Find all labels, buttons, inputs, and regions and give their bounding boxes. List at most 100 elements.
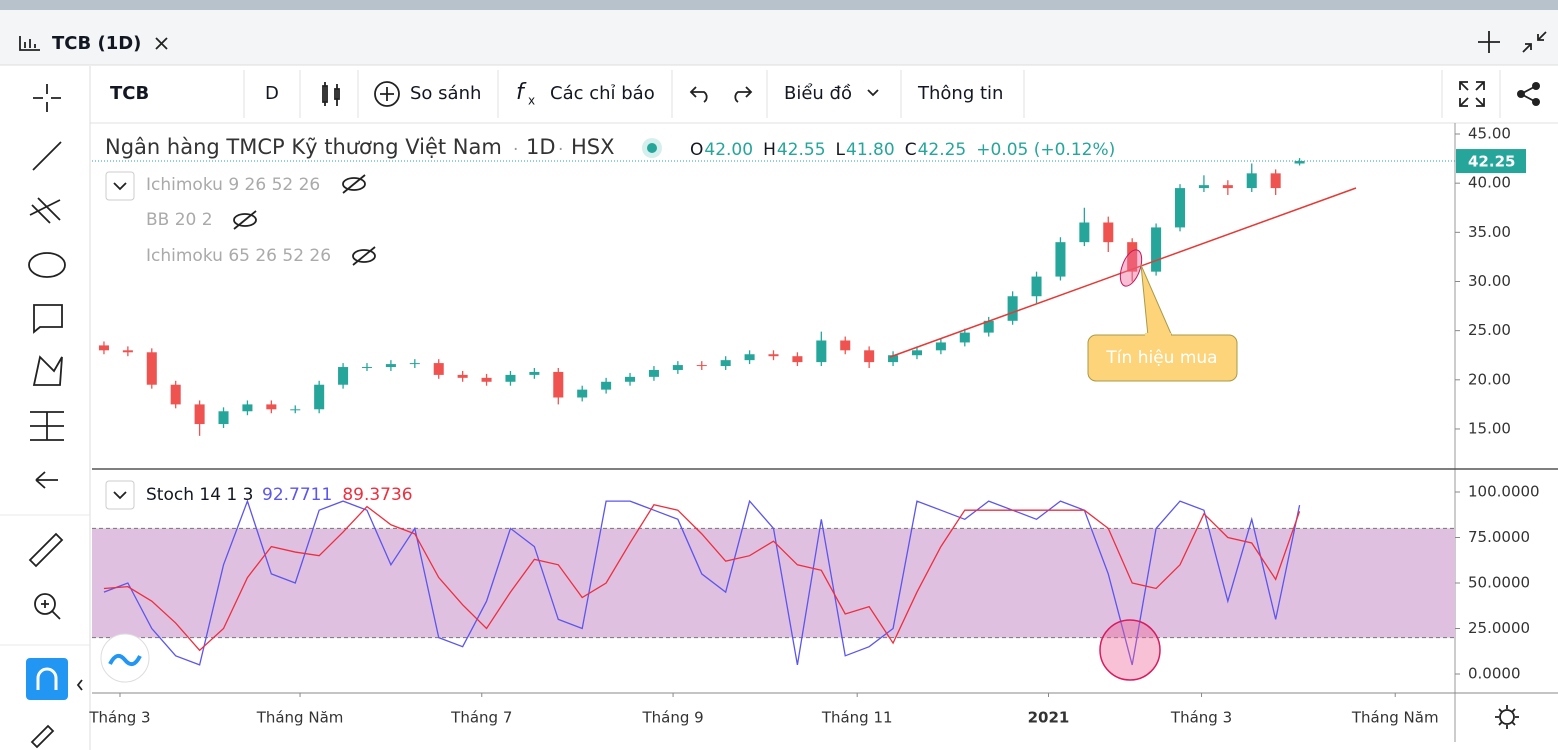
candle-body	[744, 354, 755, 361]
x-tick-label: Tháng 3	[1170, 709, 1232, 727]
collapse-button[interactable]	[1522, 31, 1547, 53]
last-price-box	[1456, 149, 1526, 174]
symbol-button[interactable]: TCB	[110, 83, 149, 104]
candle-body	[1079, 222, 1090, 243]
chart-button[interactable]: Biểu đồ	[784, 83, 852, 104]
dropdown-icon	[867, 89, 879, 97]
stoch-line	[103, 504, 1301, 652]
interval-button[interactable]: D	[265, 83, 279, 104]
stoch-line	[103, 499, 1301, 666]
fullscreen-button[interactable]	[1459, 81, 1485, 107]
stoch-title: Stoch 14 1 3	[146, 485, 253, 505]
band	[92, 528, 1455, 638]
sidebar-toggle[interactable]	[76, 679, 83, 691]
y-tick-label: 50.0000	[1468, 574, 1530, 592]
indicator-label: Ichimoku 9 26 52 26	[146, 175, 320, 195]
candle-body	[601, 381, 612, 390]
fib-tool[interactable]	[29, 197, 61, 224]
candle-body	[1246, 173, 1257, 189]
candle-body	[768, 354, 779, 357]
highlight[interactable]	[1116, 247, 1146, 289]
settings-icon	[1495, 705, 1519, 729]
chevron	[113, 491, 127, 500]
y-tick-label: 25.00	[1468, 321, 1511, 339]
x-tick-label: Tháng Năm	[1351, 709, 1439, 727]
ohlc-key: L	[836, 140, 846, 160]
candle-body	[242, 404, 253, 412]
x-tick-label: Tháng 9	[641, 709, 703, 727]
collapse-legend[interactable]	[105, 171, 135, 201]
pattern-tool[interactable]	[32, 355, 63, 386]
candle-body	[553, 371, 564, 398]
callout-joint	[1145, 333, 1171, 337]
line-tool[interactable]	[32, 141, 62, 171]
add-button[interactable]	[1478, 31, 1500, 53]
y-tick-label: 45.00	[1468, 125, 1511, 143]
close-button[interactable]	[155, 37, 168, 50]
ohlc-value: 42.55	[777, 140, 826, 160]
candle-body	[1007, 296, 1018, 321]
indicators-button[interactable]: Các chỉ báo	[550, 83, 655, 104]
callout-text: Tín hiệu mua	[1105, 348, 1217, 368]
candle-body	[1031, 276, 1042, 297]
ohlc-key: O	[690, 140, 703, 160]
redo-button[interactable]	[734, 86, 753, 103]
shape-tool[interactable]	[28, 252, 66, 278]
sidebar	[0, 66, 90, 750]
y-tick-label: 20.00	[1468, 370, 1511, 388]
window-title: TCB (1D)	[52, 33, 141, 54]
y-tick-label: 30.00	[1468, 272, 1511, 290]
hidden-icons[interactable]	[233, 174, 376, 266]
zoom-tool[interactable]	[34, 593, 56, 615]
candle-body	[194, 404, 205, 425]
compare-icon[interactable]	[374, 81, 400, 107]
candle-body	[864, 350, 875, 363]
stoch-value: 92.7711	[262, 485, 332, 505]
share-icon	[1517, 90, 1525, 98]
compare-icon	[380, 87, 394, 101]
settings-button[interactable]	[1499, 709, 1515, 725]
candle-body	[98, 345, 109, 351]
highlight[interactable]	[1099, 619, 1161, 681]
magnet-tool[interactable]	[26, 658, 68, 700]
crosshair-tool[interactable]	[33, 84, 61, 112]
bar-type-button[interactable]	[322, 82, 340, 106]
candle-body	[720, 360, 731, 367]
text-tool[interactable]	[33, 304, 63, 334]
compare-button[interactable]: So sánh	[410, 83, 481, 104]
prediction-tool[interactable]	[30, 411, 64, 441]
icons-tool[interactable]	[35, 471, 58, 489]
candle-body	[218, 411, 229, 425]
candle-body	[1127, 242, 1138, 272]
pencil-tool[interactable]	[30, 724, 55, 749]
top-strip	[0, 0, 1558, 10]
ohlc-legend: O 42.00 H 42.55 L 41.80 C 42.25 +0.05 (+0.12%)	[690, 140, 1115, 160]
candle-body	[672, 365, 683, 370]
fx-icon: x	[528, 94, 535, 108]
share-icon	[1532, 98, 1540, 106]
legend-exchange: HSX	[571, 135, 615, 159]
y-tick-label: 25.0000	[1468, 619, 1530, 637]
collapse-legend[interactable]	[105, 480, 135, 510]
candle-body	[577, 389, 588, 398]
candle-body	[1174, 188, 1186, 228]
undo-button[interactable]	[689, 86, 708, 103]
candle-body	[481, 377, 492, 382]
candle-body	[290, 409, 301, 411]
candle-body	[170, 384, 181, 405]
last-price-label: 42.25	[1468, 153, 1515, 171]
measure-tool[interactable]	[28, 532, 64, 568]
trend-line[interactable]	[889, 187, 1357, 358]
candle-body	[266, 404, 277, 410]
candle-body	[983, 320, 994, 333]
share-icon	[1532, 82, 1540, 90]
candle-body	[1103, 222, 1114, 243]
candle-body	[840, 340, 851, 351]
y-tick-label: 0.0000	[1468, 664, 1521, 682]
info-button[interactable]: Thông tin	[917, 83, 1003, 104]
y-tick-label: 75.0000	[1468, 528, 1530, 546]
ohlc-value: 41.80	[846, 140, 895, 160]
y-tick-label: 100.0000	[1468, 483, 1540, 501]
